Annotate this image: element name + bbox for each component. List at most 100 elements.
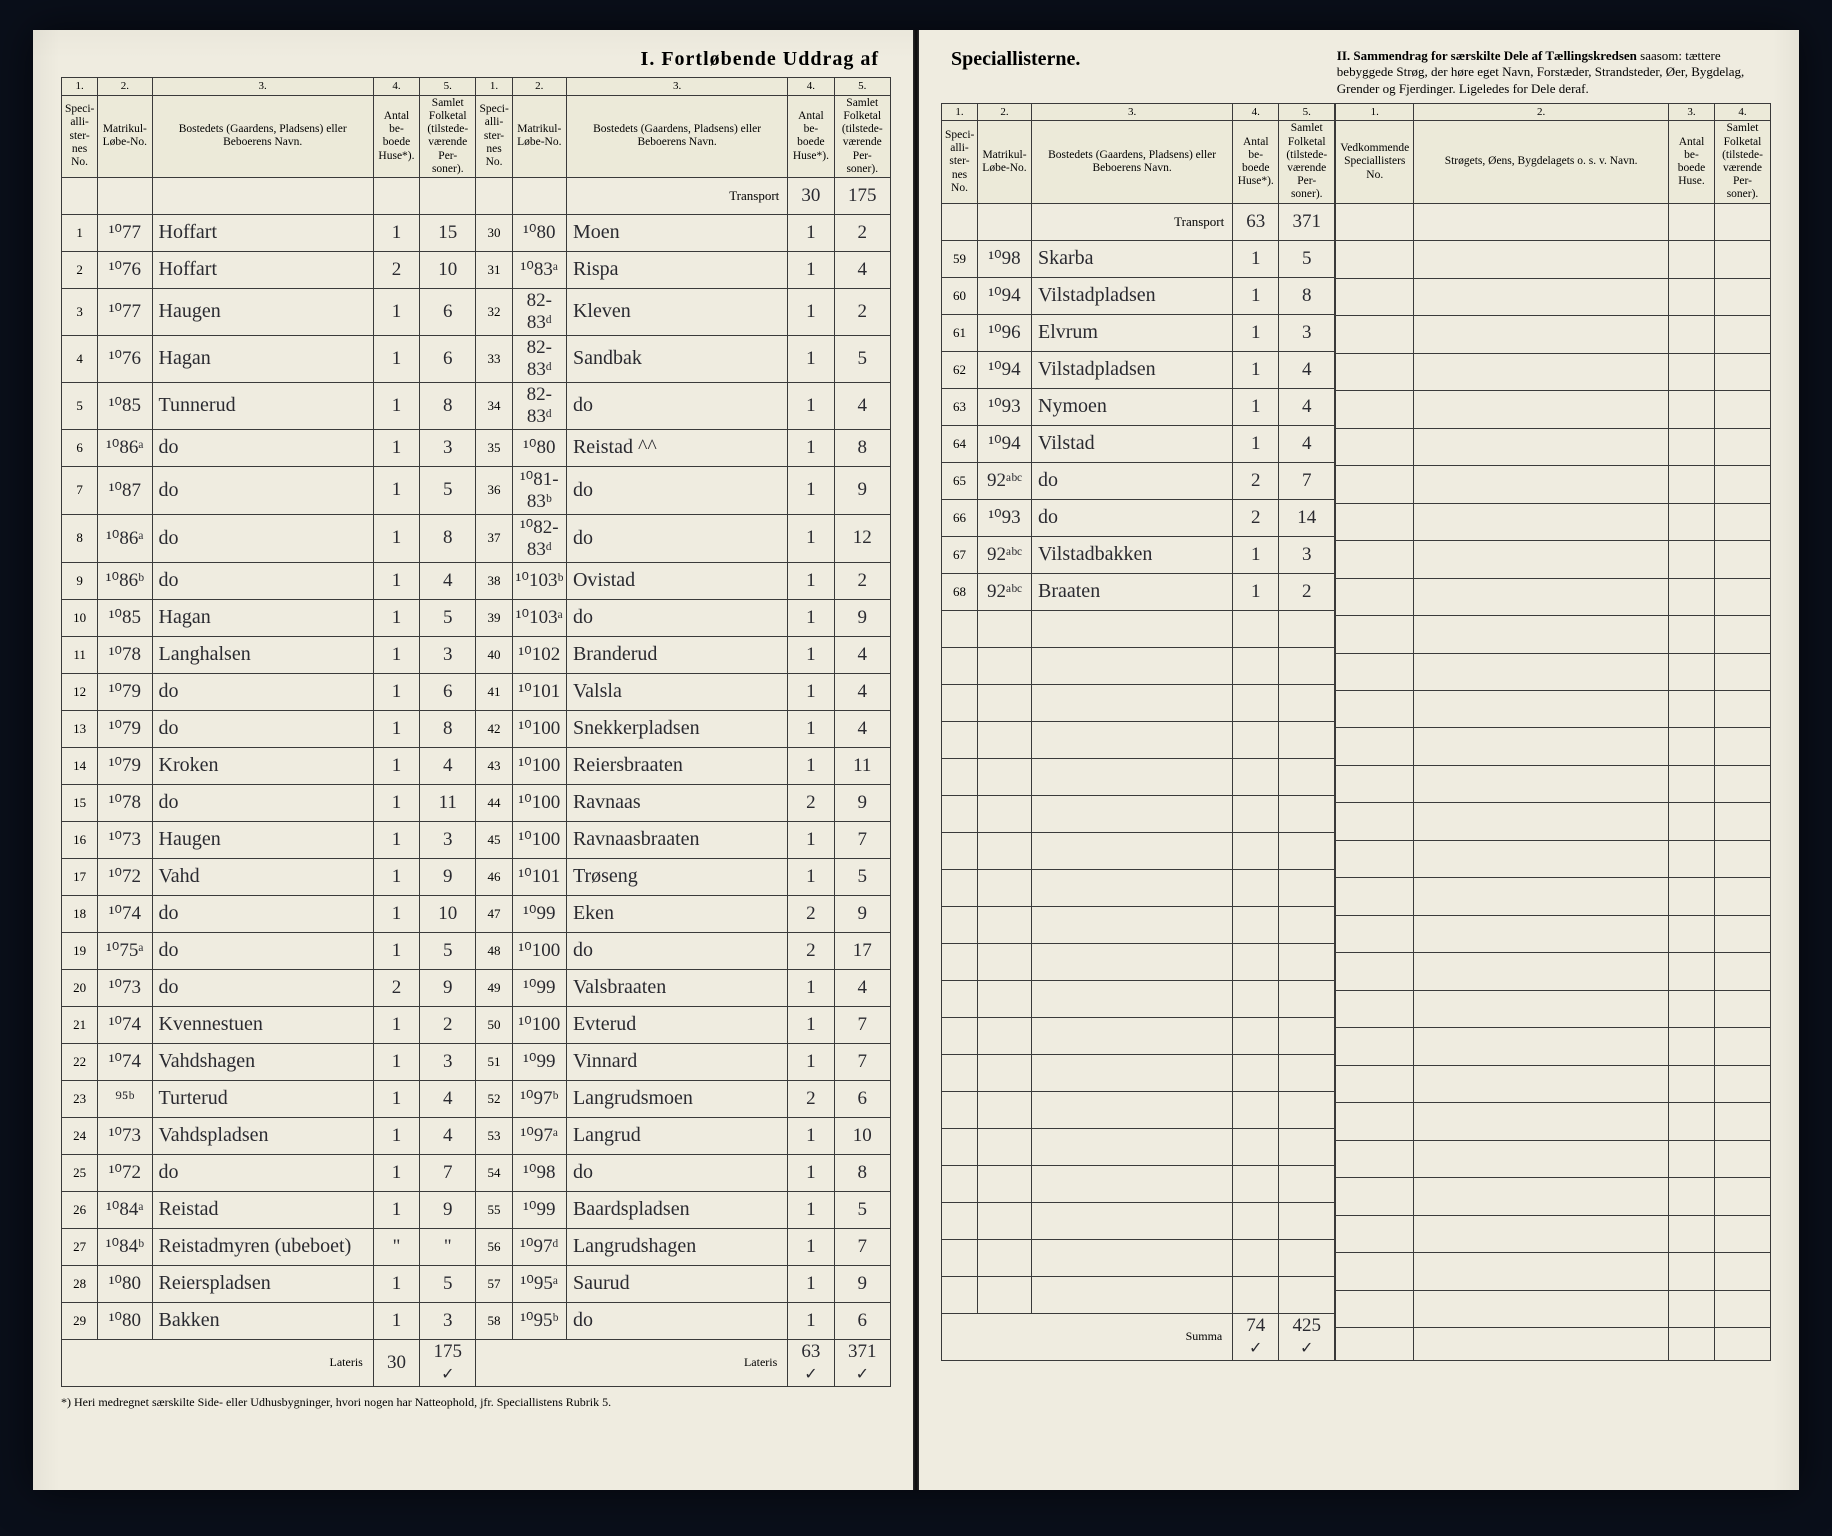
col-header: Speci-alli-ster-nes No. (62, 95, 98, 177)
folketal: 4 (834, 673, 890, 710)
bosted: do (152, 1154, 373, 1191)
summa-h: 74✓ (1233, 1313, 1279, 1360)
e (1414, 953, 1669, 990)
bosted: Kroken (152, 747, 373, 784)
lateris-p: 175✓ (420, 1339, 476, 1386)
row-no: 15 (62, 784, 98, 821)
matrikul: ¹⁰99 (512, 1191, 566, 1228)
empty-row (942, 795, 1335, 832)
row-no: 49 (476, 969, 512, 1006)
empty-row (942, 943, 1335, 980)
row-no: 45 (476, 821, 512, 858)
data-row: 16¹⁰73Haugen13 45¹⁰100Ravnaasbraaten17 (62, 821, 891, 858)
col-header: Bostedets (Gaardens, Pladsens) eller Beb… (1032, 121, 1233, 203)
empty-row (1336, 691, 1771, 728)
transport-label: Transport (566, 177, 787, 214)
e (1715, 878, 1771, 915)
e (1414, 466, 1669, 503)
matrikul: ¹⁰86ᵃ (98, 429, 152, 466)
empty-row (1336, 653, 1771, 690)
e (1336, 578, 1414, 615)
data-row: 5¹⁰85Tunnerud18 3482-83ᵈdo14 (62, 382, 891, 429)
matrikul: ¹⁰93 (978, 388, 1032, 425)
matrikul: ¹⁰99 (512, 969, 566, 1006)
e (942, 795, 978, 832)
e (1032, 1276, 1233, 1313)
e (1669, 466, 1715, 503)
empty (420, 177, 476, 214)
bosted: Elvrum (1032, 314, 1233, 351)
bosted: Hoffart (152, 214, 373, 251)
folketal: 2 (1279, 573, 1335, 610)
e (1336, 1290, 1414, 1327)
huse: 1 (373, 858, 419, 895)
e (1233, 1239, 1279, 1276)
huse: 1 (788, 821, 834, 858)
e (1032, 1128, 1233, 1165)
e (1336, 691, 1414, 728)
e (1032, 795, 1233, 832)
empty-row (942, 906, 1335, 943)
bosted: Skarba (1032, 240, 1233, 277)
data-row: 4¹⁰76Hagan16 3382-83ᵈSandbak15 (62, 335, 891, 382)
folketal: 6 (420, 288, 476, 335)
folketal: 3 (420, 1302, 476, 1339)
bosted: Rispa (566, 251, 787, 288)
e (1279, 721, 1335, 758)
e (1414, 691, 1669, 728)
huse: 1 (373, 895, 419, 932)
e (1336, 1065, 1414, 1102)
huse: 1 (788, 429, 834, 466)
e (1336, 1028, 1414, 1065)
e (1669, 878, 1715, 915)
bosted: Reistadmyren (ubeboet) (152, 1228, 373, 1265)
e (1233, 943, 1279, 980)
matrikul: ¹⁰78 (98, 636, 152, 673)
e (1715, 503, 1771, 540)
bosted: Snekkerpladsen (566, 710, 787, 747)
e (1414, 1215, 1669, 1252)
lateris-label: Lateris (476, 1339, 788, 1386)
folketal: 7 (834, 821, 890, 858)
bosted: Ravnaasbraaten (566, 821, 787, 858)
huse: 1 (373, 335, 419, 382)
row-no: 64 (942, 425, 978, 462)
e (1669, 241, 1715, 278)
e (1414, 1028, 1669, 1065)
col-header: Samlet Folketal (tilstede-værende Per-so… (834, 95, 890, 177)
col-header: Speci-alli-ster-nes No. (942, 121, 978, 203)
e (1715, 990, 1771, 1027)
row-no: 68 (942, 573, 978, 610)
matrikul: 82-83ᵈ (512, 288, 566, 335)
bosted: do (152, 466, 373, 514)
e (1715, 915, 1771, 952)
e (1669, 1065, 1715, 1102)
matrikul: ¹⁰103ᵇ (512, 562, 566, 599)
matrikul: ¹⁰73 (98, 969, 152, 1006)
bosted: Kvennestuen (152, 1006, 373, 1043)
transport-h: 63 (1233, 203, 1279, 240)
huse: 1 (788, 466, 834, 514)
folketal: 2 (420, 1006, 476, 1043)
e (1279, 1017, 1335, 1054)
data-row: 10¹⁰85Hagan15 39¹⁰103ᵃdo19 (62, 599, 891, 636)
folketal: 4 (420, 1117, 476, 1154)
bosted: Reistad (152, 1191, 373, 1228)
empty (62, 177, 98, 214)
row-no: 20 (62, 969, 98, 1006)
e (1669, 353, 1715, 390)
e (978, 795, 1032, 832)
e (1336, 840, 1414, 877)
empty-row (942, 758, 1335, 795)
e (1032, 869, 1233, 906)
matrikul: ¹⁰94 (978, 277, 1032, 314)
row-no: 56 (476, 1228, 512, 1265)
e (942, 1054, 978, 1091)
bosted: Nymoen (1032, 388, 1233, 425)
e (1032, 943, 1233, 980)
row-no: 50 (476, 1006, 512, 1043)
huse: 2 (373, 969, 419, 1006)
data-row: 6792ᵃᵇᶜVilstadbakken13 (942, 536, 1335, 573)
e (1279, 1202, 1335, 1239)
huse: 1 (373, 599, 419, 636)
